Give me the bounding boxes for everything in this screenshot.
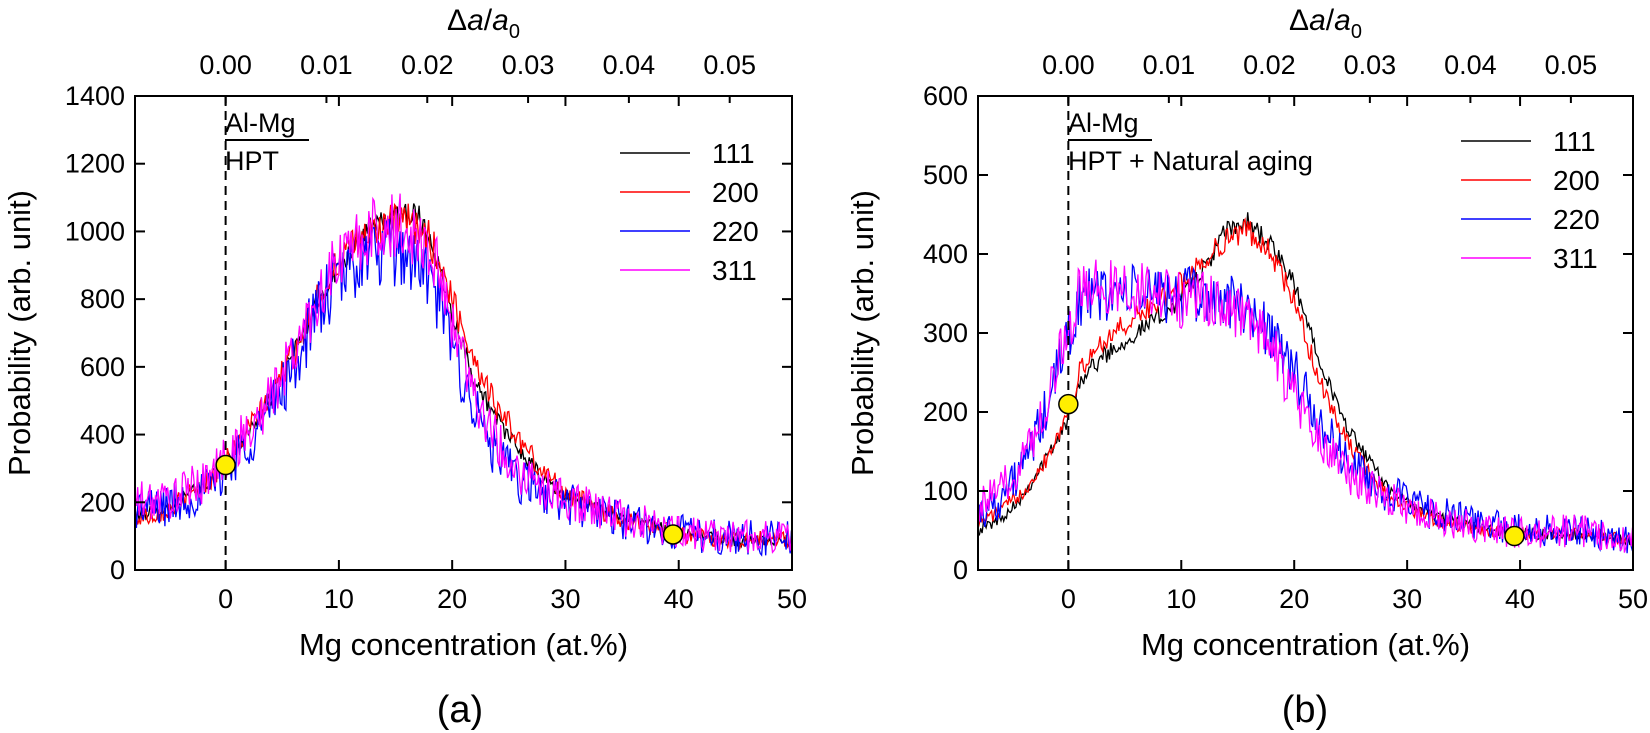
x-tick-label: 20 — [1279, 584, 1309, 614]
plot-frame — [134, 95, 793, 571]
panel-label: (b) — [1282, 689, 1328, 731]
y-tick-label: 600 — [923, 81, 968, 111]
y-tick-label: 400 — [923, 239, 968, 269]
x-tick-label: 0 — [1061, 584, 1076, 614]
top-x-tick-label: 0.01 — [300, 50, 353, 80]
x-tick-label: 30 — [550, 584, 580, 614]
legend-label: 311 — [712, 255, 757, 286]
y-tick-label: 400 — [80, 420, 125, 450]
legend-label: 111 — [712, 138, 755, 169]
top-label-part: / — [484, 4, 493, 37]
y-tick-label: 1200 — [65, 149, 125, 179]
series-line-200 — [978, 217, 1633, 546]
x-tick-label: 20 — [437, 584, 467, 614]
top-label-part: a — [467, 4, 484, 37]
chart-panel-1: 0 10 20 30 40 50 0.00 0.01 0.02 0.03 0.04 0.05 0 100 2… — [845, 4, 1648, 731]
top-x-tick-label: 0.00 — [1042, 50, 1095, 80]
annotation-title: Al-Mg — [1068, 108, 1139, 138]
x-tick-label: 30 — [1392, 584, 1422, 614]
x-tick-label: 0 — [218, 584, 233, 614]
y-tick-label: 100 — [923, 476, 968, 506]
legend-label: 220 — [712, 216, 759, 247]
x-tick-label: 10 — [324, 584, 354, 614]
x-tick-label: 10 — [1166, 584, 1196, 614]
top-x-tick-label: 0.04 — [1444, 50, 1497, 80]
y-tick-label: 600 — [80, 352, 125, 382]
top-label-part: / — [1326, 4, 1335, 37]
x-tick-label: 40 — [1505, 584, 1535, 614]
top-label-part: a — [1334, 4, 1351, 37]
top-label-part: a — [1309, 4, 1326, 37]
y-tick-label: 0 — [110, 555, 125, 585]
top-label-part: Δ — [1289, 4, 1309, 37]
top-x-axis-label: Δa/a0 — [447, 4, 520, 43]
yellow-marker-0 — [1058, 393, 1079, 415]
series-line-200 — [135, 202, 792, 551]
y-tick-label: 800 — [80, 284, 125, 314]
series-line-111 — [135, 203, 792, 549]
y-axis-label: Probability (arb. unit) — [2, 190, 37, 476]
top-label-part: a — [492, 4, 509, 37]
top-x-tick-label: 0.03 — [1344, 50, 1397, 80]
top-x-tick-label: 0.04 — [603, 50, 656, 80]
y-tick-label: 500 — [923, 160, 968, 190]
x-tick-label: 50 — [1618, 584, 1648, 614]
y-tick-label: 300 — [923, 318, 968, 348]
y-tick-label: 1000 — [65, 216, 125, 246]
top-x-tick-label: 0.05 — [1545, 50, 1598, 80]
panel-label: (a) — [437, 689, 483, 731]
x-axis-label: Mg concentration (at.%) — [299, 627, 628, 662]
top-label-part: Δ — [447, 4, 467, 37]
top-x-tick-label: 0.02 — [1243, 50, 1296, 80]
yellow-marker-1 — [662, 524, 684, 545]
yellow-marker-0 — [215, 454, 236, 476]
series-line-311 — [135, 193, 792, 554]
legend-label: 220 — [1553, 204, 1600, 235]
y-tick-label: 1400 — [65, 81, 125, 111]
legend-label: 311 — [1553, 243, 1598, 274]
annotation-title: Al-Mg — [225, 108, 296, 138]
y-tick-label: 200 — [80, 487, 125, 517]
x-tick-label: 50 — [777, 584, 807, 614]
y-tick-label: 200 — [923, 397, 968, 427]
legend-label: 111 — [1553, 126, 1596, 157]
x-tick-label: 40 — [664, 584, 694, 614]
top-label-part: 0 — [509, 21, 520, 43]
y-tick-label: 0 — [953, 555, 968, 585]
chart-panel-0: 0 10 20 30 40 50 0.00 0.01 0.02 0.03 0.04 0.05 0 200 4… — [2, 4, 807, 731]
legend-label: 200 — [712, 177, 759, 208]
data-layer — [135, 193, 792, 557]
series-line-220 — [135, 218, 792, 557]
top-x-tick-label: 0.01 — [1143, 50, 1196, 80]
annotation-subtitle: HPT + Natural aging — [1068, 146, 1313, 176]
top-x-axis-label: Δa/a0 — [1289, 4, 1362, 43]
data-layer — [978, 212, 1633, 554]
top-x-tick-label: 0.00 — [199, 50, 252, 80]
top-label-part: 0 — [1351, 21, 1362, 43]
x-axis-label: Mg concentration (at.%) — [1141, 627, 1470, 662]
yellow-marker-1 — [1504, 525, 1525, 547]
y-axis-label: Probability (arb. unit) — [845, 190, 880, 476]
annotation-subtitle: HPT — [225, 146, 279, 176]
top-x-tick-label: 0.05 — [703, 50, 756, 80]
top-x-tick-label: 0.02 — [401, 50, 454, 80]
series-line-111 — [978, 212, 1633, 546]
legend-label: 200 — [1553, 165, 1600, 196]
top-x-tick-label: 0.03 — [502, 50, 555, 80]
